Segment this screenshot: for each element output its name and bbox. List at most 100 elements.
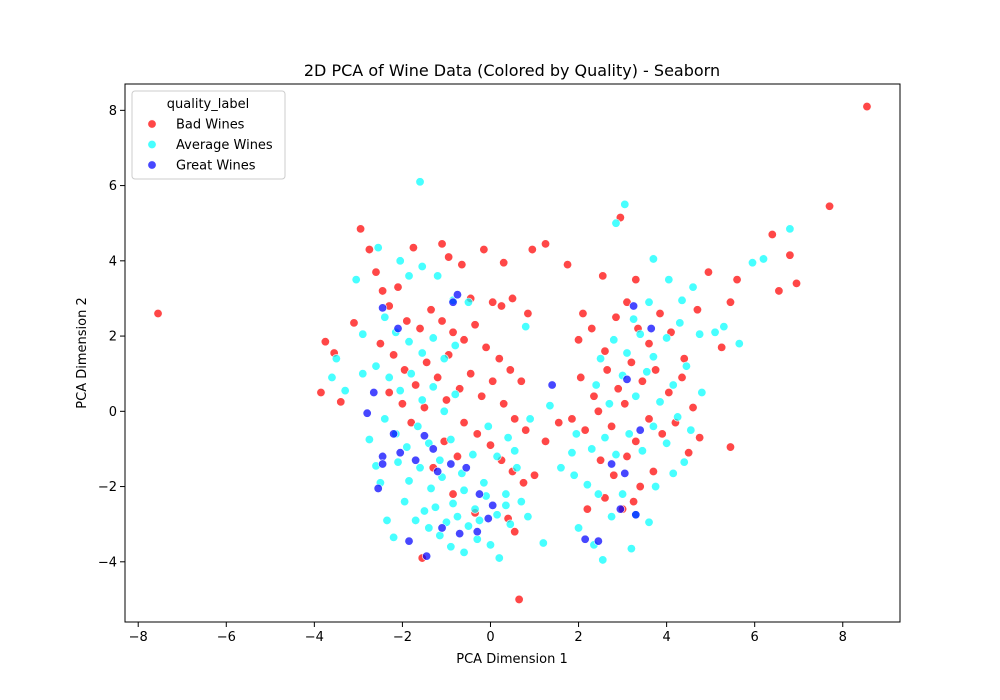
data-point [380, 312, 390, 322]
data-point [404, 271, 414, 281]
data-point [785, 224, 795, 234]
data-point [662, 438, 672, 448]
data-point [681, 361, 691, 371]
data-point [371, 267, 381, 277]
data-point [609, 470, 619, 480]
data-point [505, 365, 515, 375]
data-point [415, 324, 425, 334]
data-point [459, 547, 469, 557]
data-point [637, 376, 647, 386]
data-point [393, 457, 403, 467]
data-point [668, 468, 678, 478]
data-point [435, 455, 445, 465]
x-tick-label: 2 [574, 630, 582, 645]
data-point [503, 433, 513, 443]
legend-label: Average Wines [176, 138, 273, 153]
data-point [448, 498, 458, 508]
data-point [349, 318, 359, 328]
data-point [371, 361, 381, 371]
data-point [725, 297, 735, 307]
data-point [362, 408, 372, 418]
data-point [703, 267, 713, 277]
data-point [375, 339, 385, 349]
data-point [825, 201, 835, 211]
data-point [426, 305, 436, 315]
data-point [607, 512, 617, 522]
data-point [732, 275, 742, 285]
data-point [463, 297, 473, 307]
data-point [428, 382, 438, 392]
data-point [470, 504, 480, 514]
y-tick-label: 6 [109, 179, 117, 194]
data-point [448, 489, 458, 499]
data-point [452, 451, 462, 461]
data-point [580, 534, 590, 544]
data-point [408, 243, 418, 253]
data-point [644, 339, 654, 349]
data-point [327, 372, 337, 382]
data-point [587, 444, 597, 454]
data-point [461, 463, 471, 473]
data-point [364, 245, 374, 255]
data-point [516, 497, 526, 507]
legend-title: quality_label [167, 97, 249, 112]
data-point [501, 489, 511, 499]
data-point [600, 433, 610, 443]
data-point [373, 483, 383, 493]
data-point [582, 480, 592, 490]
data-point [523, 308, 533, 318]
data-point [512, 463, 522, 473]
data-point [415, 463, 425, 473]
data-point [433, 467, 443, 477]
data-point [758, 254, 768, 264]
data-point [378, 459, 388, 469]
data-point [631, 275, 641, 285]
legend-marker [147, 140, 157, 150]
data-point [439, 406, 449, 416]
data-point [433, 271, 443, 281]
legend-marker [147, 160, 157, 170]
data-point [574, 523, 584, 533]
data-point [358, 369, 368, 379]
y-tick-label: 4 [109, 254, 117, 269]
data-point [635, 482, 645, 492]
data-point [611, 450, 621, 460]
data-point [862, 102, 872, 112]
data-point [648, 421, 658, 431]
data-point [523, 512, 533, 522]
data-point [637, 446, 647, 456]
data-point [607, 459, 617, 469]
y-tick-label: −4 [98, 555, 117, 570]
data-point [358, 329, 368, 339]
legend: quality_label Bad Wines Average Wines Grea… [131, 90, 286, 180]
data-point [567, 414, 577, 424]
data-point [430, 502, 440, 512]
plot-frame [124, 83, 901, 623]
data-point [510, 414, 520, 424]
data-point [596, 354, 606, 364]
data-point [446, 435, 456, 445]
data-point [494, 354, 504, 364]
data-point [657, 429, 667, 439]
data-point [622, 348, 632, 358]
data-point [563, 260, 573, 270]
x-axis-label: PCA Dimension 1 [456, 652, 567, 667]
data-point [600, 346, 610, 356]
x-tick-label: −6 [217, 630, 236, 645]
data-point [607, 421, 617, 431]
data-point [488, 500, 498, 510]
data-point [602, 365, 612, 375]
data-point [567, 448, 577, 458]
data-point [419, 506, 429, 516]
data-point [611, 218, 621, 228]
data-point [389, 429, 399, 439]
data-point [402, 316, 412, 326]
data-point [582, 504, 592, 514]
points-layer [153, 102, 872, 604]
data-point [404, 337, 414, 347]
data-point [644, 414, 654, 424]
data-point [389, 350, 399, 360]
data-point [411, 515, 421, 525]
data-point [470, 320, 480, 330]
